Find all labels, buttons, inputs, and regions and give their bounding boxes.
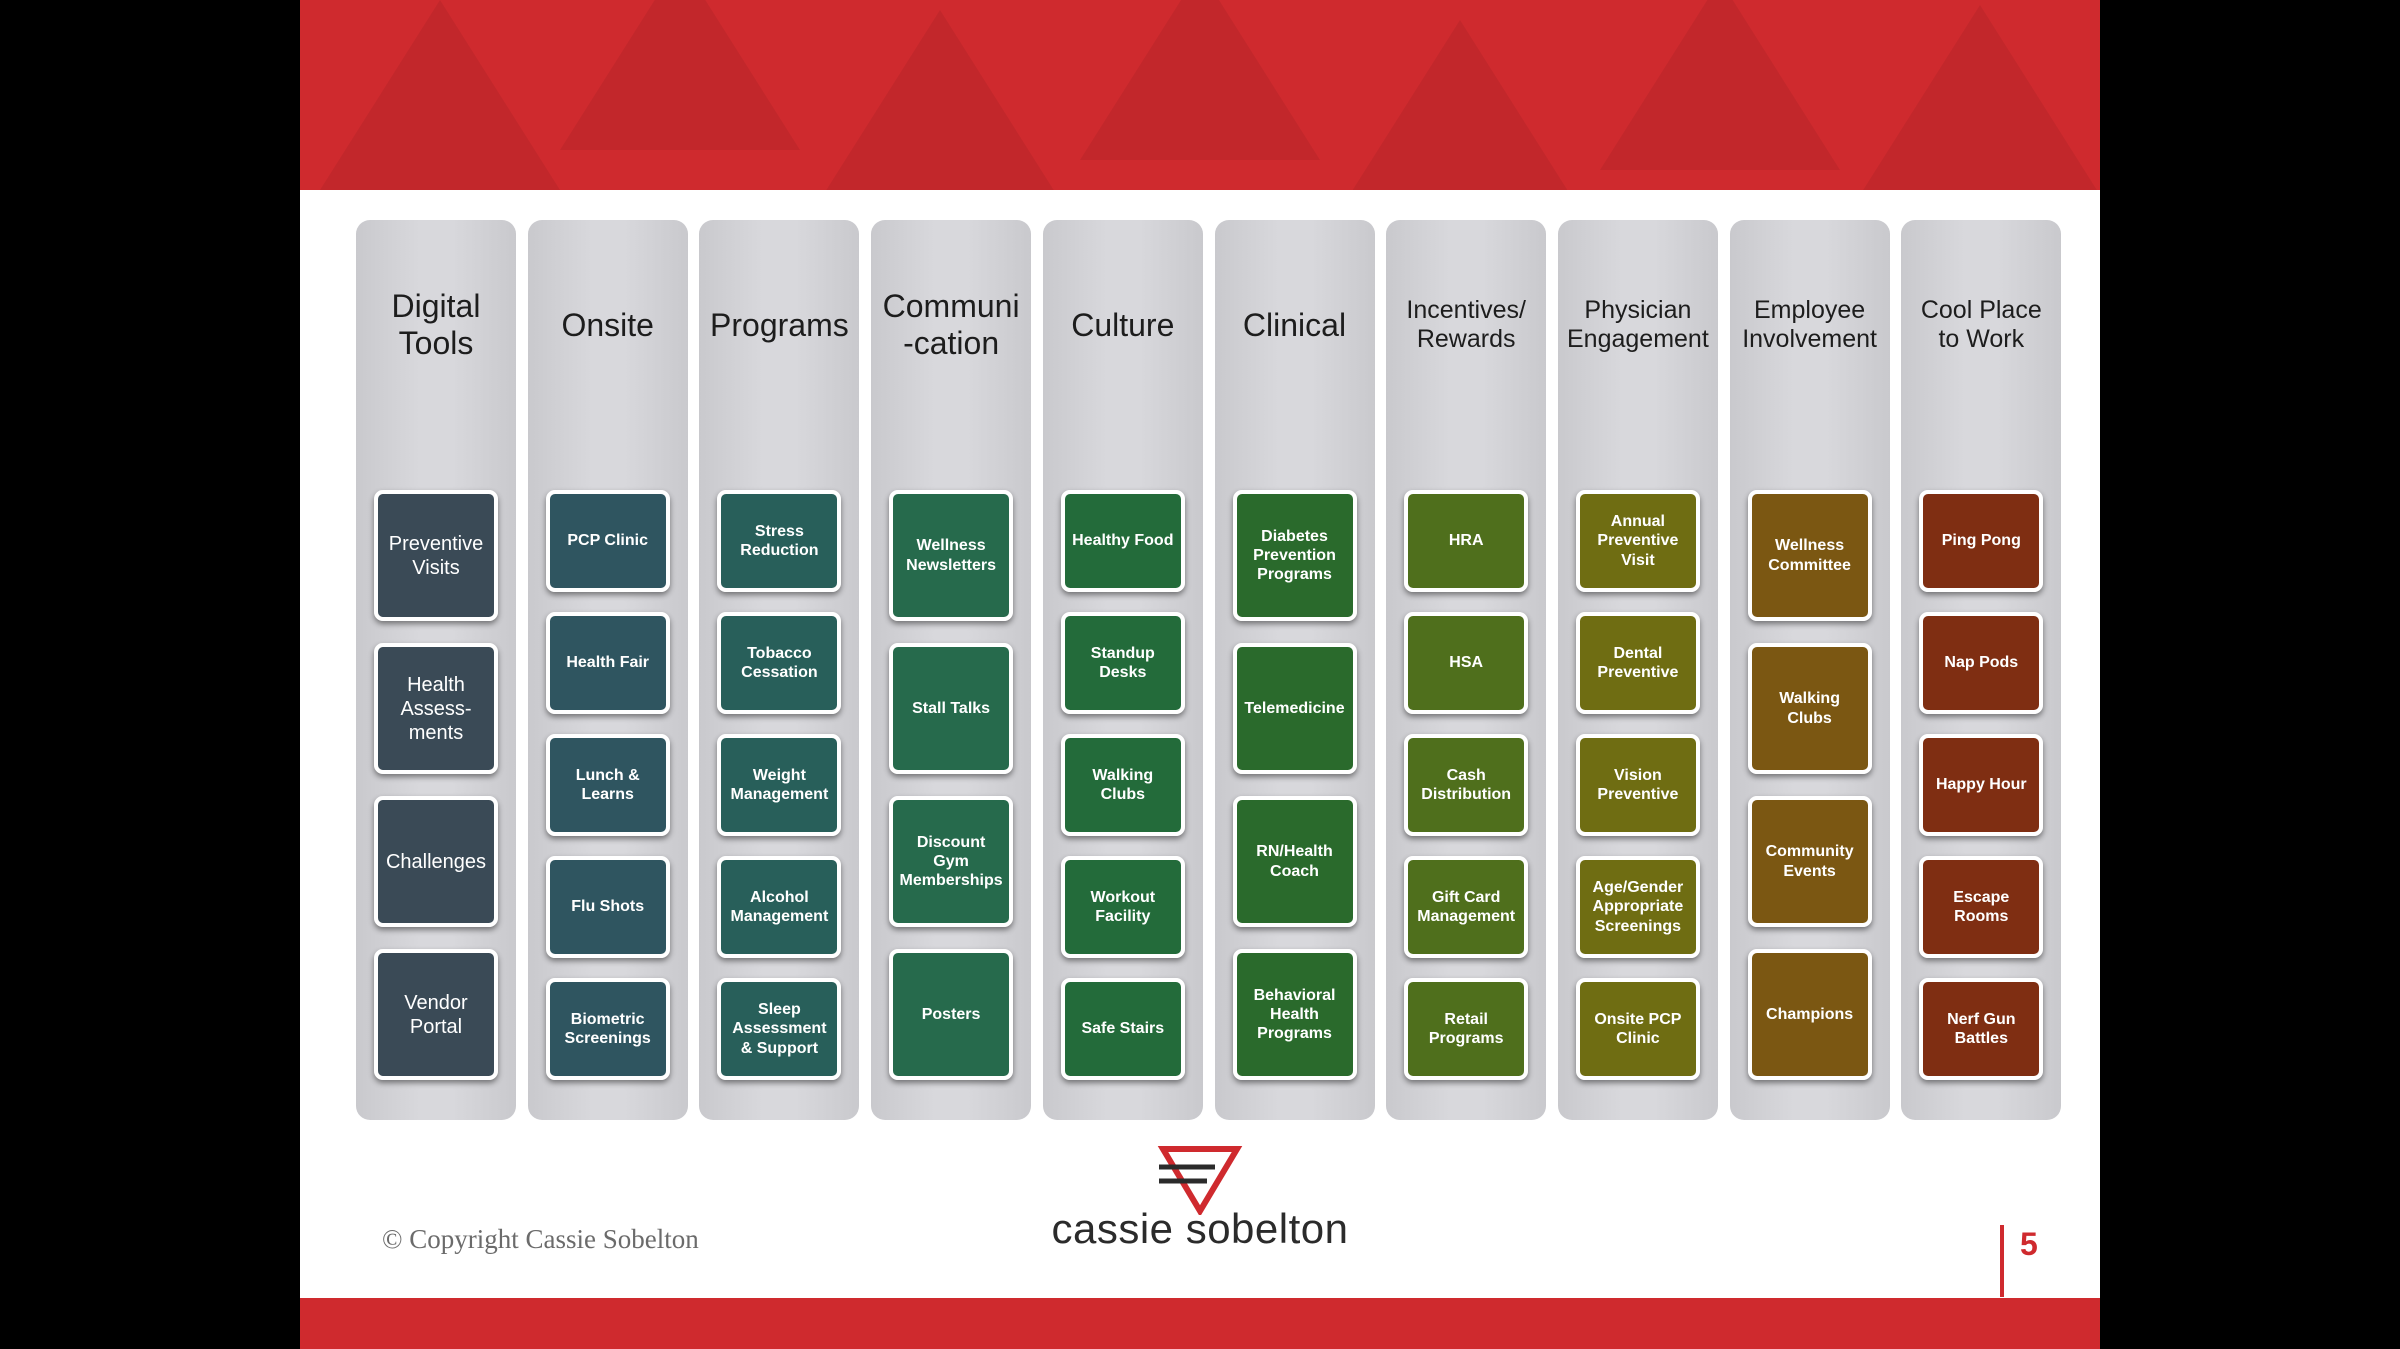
program-box: Telemedicine <box>1232 643 1357 774</box>
column-title: Incentives/ Rewards <box>1406 296 1526 353</box>
logo-mark <box>1157 1146 1243 1215</box>
category-columns: Digital Tools Preventive Visits Health Ass… <box>356 220 2062 1120</box>
program-box: Retail Programs <box>1404 978 1529 1080</box>
program-box: Tobacco Cessation <box>717 612 842 714</box>
column-title: Culture <box>1071 306 1175 343</box>
program-box: Health Assess- ments <box>374 643 498 774</box>
column-title: Digital Tools <box>391 288 481 361</box>
column-title: Clinical <box>1242 306 1347 343</box>
program-box: Posters <box>889 949 1014 1080</box>
top-banner <box>300 0 2100 190</box>
column-title: Employee Involvement <box>1742 296 1877 353</box>
program-box: Flu Shots <box>545 856 670 958</box>
program-box: Cash Distribution <box>1404 734 1529 836</box>
column-3: Programs Stress Reduction Tobacco Cessatio… <box>699 220 860 1120</box>
slide: Digital Tools Preventive Visits Health Ass… <box>300 0 2100 1349</box>
column-6: Clinical Diabetes Prevention Programs Tele… <box>1214 220 1375 1120</box>
program-box: Behavioral Health Programs <box>1232 949 1357 1080</box>
program-box: Walking Clubs <box>1747 643 1872 774</box>
program-box: RN/Health Coach <box>1232 796 1357 927</box>
program-box: Vision Preventive <box>1575 734 1700 836</box>
program-box: HRA <box>1404 490 1529 592</box>
column-7: Incentives/ Rewards HRA HSA Cash Distributi… <box>1386 220 1547 1120</box>
column-9: Employee Involvement Wellness Committee Wa… <box>1729 220 1890 1120</box>
program-box: Lunch & Learns <box>545 734 670 836</box>
program-box: Sleep Assessment & Support <box>717 978 842 1080</box>
bottom-banner <box>300 1298 2100 1349</box>
program-box: Workout Facility <box>1060 856 1185 958</box>
program-box: Discount Gym Memberships <box>889 796 1014 927</box>
program-box: Champions <box>1747 949 1872 1080</box>
column-8: Physician Engagement Annual Preventive Vi… <box>1557 220 1718 1120</box>
program-box: Walking Clubs <box>1060 734 1185 836</box>
program-box: Challenges <box>374 796 498 927</box>
copyright-text: © Copyright Cassie Sobelton <box>382 1224 699 1254</box>
column-title: Communi -cation <box>882 288 1020 361</box>
program-box: HSA <box>1404 612 1529 714</box>
page-number: 5 <box>2020 1226 2038 1262</box>
program-box: Standup Desks <box>1060 612 1185 714</box>
column-4: Communi -cation Wellness Newsletters Stall… <box>871 220 1032 1120</box>
program-box: Biometric Screenings <box>545 978 670 1080</box>
column-title: Onsite <box>561 306 654 343</box>
program-box: Preventive Visits <box>374 490 498 621</box>
program-box: Alcohol Management <box>717 856 842 958</box>
program-box: Dental Preventive <box>1575 612 1700 714</box>
column-1: Digital Tools Preventive Visits Health Ass… <box>356 220 516 1120</box>
program-box: Safe Stairs <box>1060 978 1185 1080</box>
program-box: Wellness Newsletters <box>889 490 1014 621</box>
program-box: Stress Reduction <box>717 490 842 592</box>
program-box: Community Events <box>1747 796 1872 927</box>
program-box: Ping Pong <box>1919 490 2044 592</box>
column-title: Cool Place to Work <box>1920 296 2042 353</box>
program-box: Health Fair <box>545 612 670 714</box>
column-2: Onsite PCP Clinic Health Fair Lunch & Learn… <box>527 220 688 1120</box>
program-box: Onsite PCP Clinic <box>1575 978 1700 1080</box>
brand-name: cassie sobelton <box>1051 1205 1349 1252</box>
program-box: Vendor Portal <box>374 949 498 1080</box>
program-box: Escape Rooms <box>1919 856 2044 958</box>
program-box: Weight Management <box>717 734 842 836</box>
program-box: Annual Preventive Visit <box>1575 490 1700 592</box>
program-box: Nerf Gun Battles <box>1919 978 2044 1080</box>
column-title: Programs <box>710 306 849 343</box>
program-box: Age/Gender Appropriate Screenings <box>1575 856 1700 958</box>
program-box: Wellness Committee <box>1747 490 1872 621</box>
program-box: PCP Clinic <box>545 490 670 592</box>
column-10: Cool Place to Work Ping Pong Nap Pods Happy… <box>1901 220 2062 1120</box>
program-box: Gift Card Management <box>1404 856 1529 958</box>
column-5: Culture Healthy Food Standup Desks Walking … <box>1042 220 1203 1120</box>
column-title: Physician Engagement <box>1567 296 1709 353</box>
program-box: Healthy Food <box>1060 490 1185 592</box>
program-box: Diabetes Prevention Programs <box>1232 490 1357 621</box>
program-box: Nap Pods <box>1919 612 2044 714</box>
page-number-divider <box>2000 1225 2004 1297</box>
program-box: Happy Hour <box>1919 734 2044 836</box>
program-box: Stall Talks <box>889 643 1014 774</box>
